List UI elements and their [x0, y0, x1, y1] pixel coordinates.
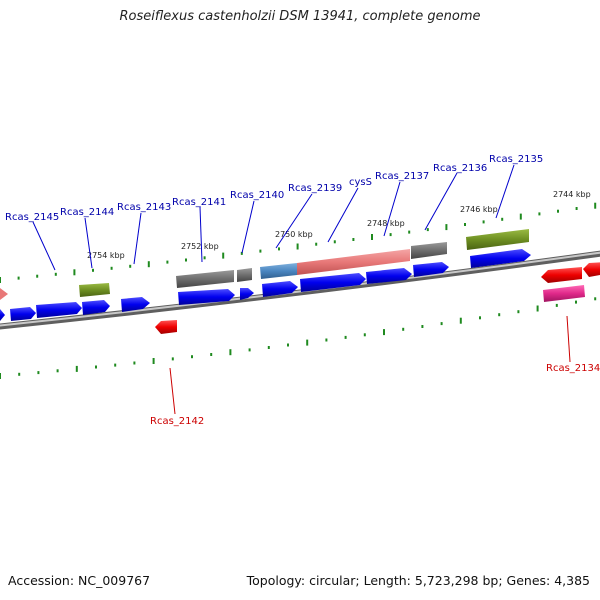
kbp-marker: 2744 kbp: [553, 190, 591, 199]
kbp-marker: 2752 kbp: [181, 242, 219, 251]
gene-label[interactable]: Rcas_2140: [230, 190, 284, 201]
kbp-marker: 2746 kbp: [460, 205, 498, 214]
gene-label[interactable]: Rcas_2135: [489, 154, 543, 165]
genome-backbone-highlight: [0, 251, 600, 327]
cds-feature[interactable]: [411, 242, 447, 259]
gene-label[interactable]: Rcas_2144: [60, 207, 114, 218]
cds-feature[interactable]: [297, 249, 410, 275]
gene-label[interactable]: Rcas_2137: [375, 171, 429, 182]
cds-feature[interactable]: [79, 283, 110, 297]
gene-label[interactable]: Rcas_2136: [433, 163, 487, 174]
cds-feature[interactable]: [470, 249, 531, 268]
cds-feature[interactable]: [82, 300, 110, 315]
forward-features: [0, 229, 531, 321]
kbp-markers: 2744 kbp 2746 kbp 2748 kbp 2750 kbp 2752…: [87, 190, 591, 260]
kbp-marker: 2754 kbp: [87, 251, 125, 260]
reverse-features: [155, 262, 600, 334]
gene-labels: Rcas_2145 Rcas_2144 Rcas_2143 Rcas_2141 …: [5, 154, 600, 427]
gene-label[interactable]: Rcas_2139: [288, 183, 342, 194]
cds-feature[interactable]: [0, 288, 8, 300]
cds-feature[interactable]: [36, 302, 82, 318]
accession-text: Accession: NC_009767: [8, 573, 151, 588]
gene-label[interactable]: Rcas_2134: [546, 363, 600, 374]
gene-label[interactable]: Rcas_2145: [5, 212, 59, 223]
cds-feature[interactable]: [178, 289, 235, 305]
gene-label[interactable]: Rcas_2143: [117, 202, 171, 213]
cds-feature[interactable]: [260, 263, 297, 279]
gene-label[interactable]: cysS: [349, 177, 372, 188]
cds-feature[interactable]: [262, 281, 298, 297]
gene-label[interactable]: Rcas_2142: [150, 416, 204, 427]
label-leaders: [32, 164, 571, 415]
outer-scale-ticks: [0, 202, 597, 283]
cds-feature[interactable]: [237, 268, 252, 282]
cds-feature[interactable]: [176, 270, 234, 288]
gene-label[interactable]: Rcas_2141: [172, 197, 226, 208]
cds-feature[interactable]: [121, 297, 150, 312]
map-title: Roseiflexus castenholzii DSM 13941, comp…: [119, 9, 481, 24]
kbp-marker: 2748 kbp: [367, 219, 405, 228]
cds-feature[interactable]: [300, 273, 366, 292]
cds-feature[interactable]: [543, 285, 585, 302]
topology-text: Topology: circular; Length: 5,723,298 bp…: [246, 573, 590, 588]
cds-feature[interactable]: [240, 288, 254, 300]
cds-feature[interactable]: [155, 320, 177, 334]
inner-scale-ticks: [0, 297, 597, 379]
cds-feature[interactable]: [583, 262, 600, 277]
cds-feature[interactable]: [366, 268, 412, 284]
kbp-marker: 2750 kbp: [275, 230, 313, 239]
cds-feature[interactable]: [0, 309, 5, 321]
cds-feature[interactable]: [541, 267, 582, 283]
cds-feature[interactable]: [10, 307, 36, 321]
cds-feature[interactable]: [466, 229, 529, 250]
cds-feature[interactable]: [413, 262, 449, 277]
